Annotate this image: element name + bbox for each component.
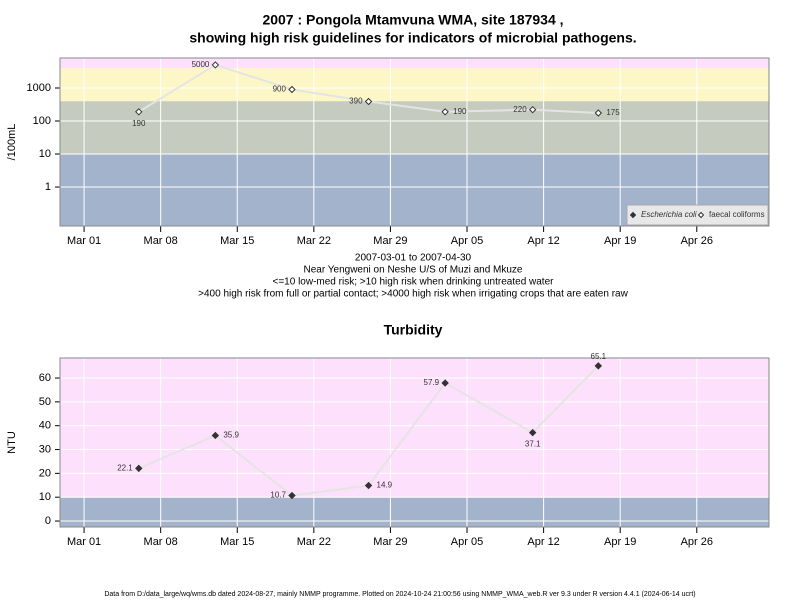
data-label: 220 bbox=[513, 105, 527, 114]
data-point bbox=[288, 85, 296, 94]
risk-band bbox=[60, 101, 769, 155]
x-tick-label: Apr 26 bbox=[681, 235, 713, 247]
y-tick-label: 30 bbox=[39, 443, 51, 455]
data-point bbox=[211, 61, 220, 69]
data-label: 10.7 bbox=[270, 491, 286, 500]
y-tick-label: 10 bbox=[39, 491, 51, 503]
x-tick-label: Mar 29 bbox=[373, 536, 407, 548]
data-point bbox=[135, 108, 143, 116]
data-label: 900 bbox=[273, 85, 287, 94]
data-label: 175 bbox=[606, 108, 620, 117]
x-tick-label: Mar 22 bbox=[297, 235, 331, 247]
data-point bbox=[528, 105, 537, 114]
data-label: 190 bbox=[132, 119, 146, 128]
legend-box bbox=[626, 204, 769, 226]
footer: Data from D:/data_large/wq/wms.db dated … bbox=[104, 591, 695, 598]
note: >400 high risk from full or partial cont… bbox=[198, 289, 628, 300]
x-tick-label: Apr 05 bbox=[451, 536, 483, 548]
x-tick-label: Mar 15 bbox=[220, 235, 254, 247]
legend-label: Escherichia coli bbox=[641, 210, 697, 219]
risk-band bbox=[60, 58, 769, 69]
data-point bbox=[528, 428, 537, 437]
x-tick-label: Mar 08 bbox=[144, 235, 178, 247]
data-point bbox=[441, 108, 449, 116]
legend-label: faecal coliforms bbox=[709, 210, 765, 219]
x-tick-label: Apr 12 bbox=[527, 536, 559, 548]
chart-title: showing high risk guidelines for indicat… bbox=[189, 30, 636, 46]
y-tick-label: 50 bbox=[39, 396, 51, 408]
y-tick-label: 0 bbox=[45, 515, 51, 527]
x-tick-label: Apr 26 bbox=[681, 536, 713, 548]
legend-marker bbox=[629, 211, 637, 219]
y-tick-label: 10 bbox=[39, 148, 51, 160]
y-tick-label: 40 bbox=[39, 420, 51, 432]
y-tick-label: 1000 bbox=[27, 82, 51, 94]
x-tick-label: Mar 08 bbox=[144, 536, 178, 548]
plot-frame bbox=[59, 357, 770, 528]
y-tick-label: 1 bbox=[45, 181, 51, 193]
data-label: 65.1 bbox=[591, 352, 607, 361]
chart-title: Turbidity bbox=[384, 322, 443, 338]
data-label: 57.9 bbox=[424, 378, 440, 387]
risk-band bbox=[60, 358, 769, 498]
note: 2007-03-01 to 2007-04-30 bbox=[355, 253, 472, 264]
risk-band bbox=[60, 497, 769, 527]
x-tick-label: Mar 01 bbox=[67, 536, 101, 548]
y-tick-label: 60 bbox=[39, 372, 51, 384]
data-point bbox=[135, 464, 143, 473]
data-point bbox=[211, 431, 220, 440]
y-tick-label: 20 bbox=[39, 467, 51, 479]
data-point bbox=[594, 109, 603, 117]
legend: Escherichia coli faecal coliforms bbox=[626, 204, 769, 226]
x-tick-label: Mar 22 bbox=[297, 536, 331, 548]
y-tick-label: 100 bbox=[33, 115, 51, 127]
x-tick-label: Apr 19 bbox=[604, 536, 636, 548]
data-point bbox=[364, 97, 373, 106]
data-point bbox=[288, 491, 296, 500]
data-label: 22.1 bbox=[117, 463, 133, 472]
x-tick-label: Apr 12 bbox=[527, 235, 559, 247]
x-tick-label: Apr 19 bbox=[604, 235, 636, 247]
plot-frame bbox=[59, 57, 770, 227]
legend-marker bbox=[697, 211, 705, 219]
data-point bbox=[594, 362, 603, 370]
x-tick-label: Mar 29 bbox=[373, 235, 407, 247]
risk-band bbox=[60, 68, 769, 102]
chart-title: 2007 : Pongola Mtamvuna WMA, site 187934… bbox=[262, 12, 563, 28]
data-label: 5000 bbox=[192, 60, 210, 69]
data-label: 35.9 bbox=[223, 431, 239, 440]
x-tick-label: Mar 15 bbox=[220, 536, 254, 548]
data-label: 390 bbox=[349, 97, 363, 106]
data-label: 190 bbox=[453, 107, 467, 116]
data-label: 14.9 bbox=[377, 481, 393, 490]
y-axis-label: NTU bbox=[6, 431, 18, 454]
note: <=10 low-med risk; >10 high risk when dr… bbox=[273, 277, 555, 288]
data-point bbox=[441, 379, 449, 387]
x-tick-label: Apr 05 bbox=[451, 235, 483, 247]
y-axis-label: /100mL bbox=[6, 124, 18, 161]
data-point bbox=[364, 481, 373, 490]
data-label: 37.1 bbox=[525, 440, 541, 449]
x-tick-label: Mar 01 bbox=[67, 235, 101, 247]
note: Near Yengweni on Neshe U/S of Muzi and M… bbox=[303, 265, 522, 276]
